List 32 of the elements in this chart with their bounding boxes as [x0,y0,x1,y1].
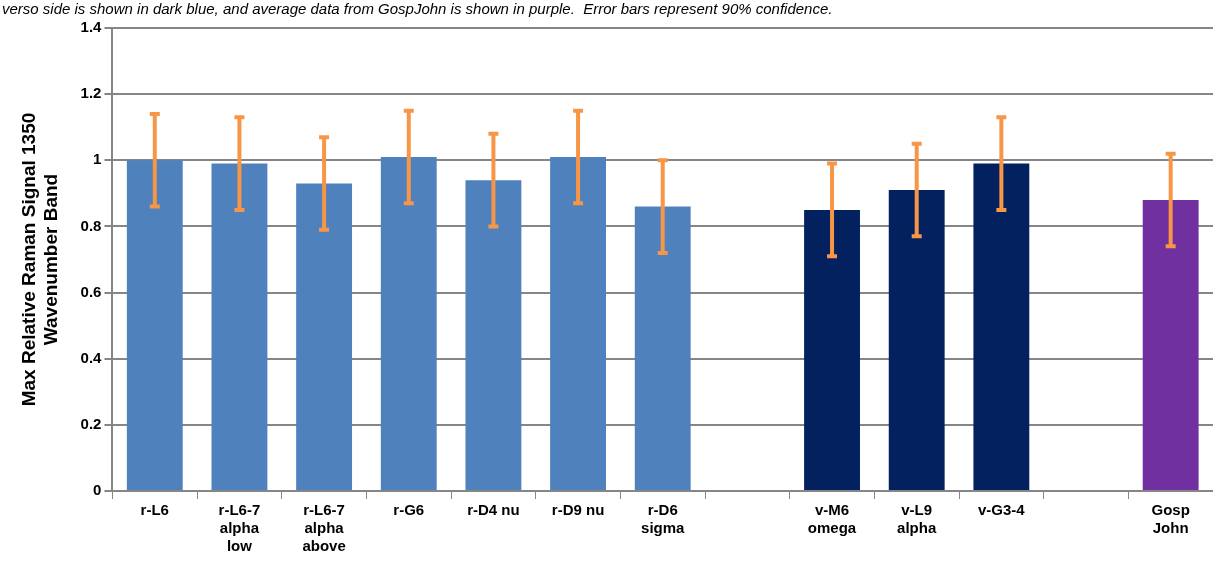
bar [888,190,945,490]
x-tick-label: r-L6-7 alpha low [218,501,261,555]
x-tick-label: r-D4 nu [467,501,520,519]
y-tick-label: 0.4 [80,348,103,366]
bar [804,209,860,490]
x-tick-label: v-M6 omega [807,501,857,537]
y-tick-label: 0.2 [80,415,102,432]
bar [550,156,607,490]
bar [465,180,522,490]
y-tick-label: 0 [93,481,102,499]
y-tick-label: 0.8 [80,216,102,234]
x-tick-label: r-L6-7 alpha above [302,501,346,555]
y-tick-label: 1.4 [80,18,103,36]
bar [296,183,353,490]
bar [973,163,1030,490]
y-tick-label: 1 [93,150,102,168]
text: verso side is shown in dark blue, and average data from GospJohn is shown in purple. Error bars represent 90% confidence. [2,0,833,17]
x-tick-label: r-D9 nu [551,501,605,519]
x-tick-label: r-L6 [140,501,169,519]
x-tick-label: r-D6 sigma [641,501,686,537]
y-tick-label: 1.2 [80,84,102,102]
bar [1142,199,1199,490]
x-tick-label: v-L9 alpha [897,501,937,537]
x-tick-label: Gosp John [1151,501,1190,537]
x-tick-label: v-G3-4 [978,501,1026,519]
y-tick-label: 0.6 [80,282,102,300]
bar [126,160,183,490]
y-axis-title: Max Relative Raman Signal 1350 Wavenumber Band [17,112,62,407]
bar [634,206,691,490]
bar [211,163,268,490]
x-tick-label: r-G6 [393,501,425,519]
bar [380,156,437,490]
